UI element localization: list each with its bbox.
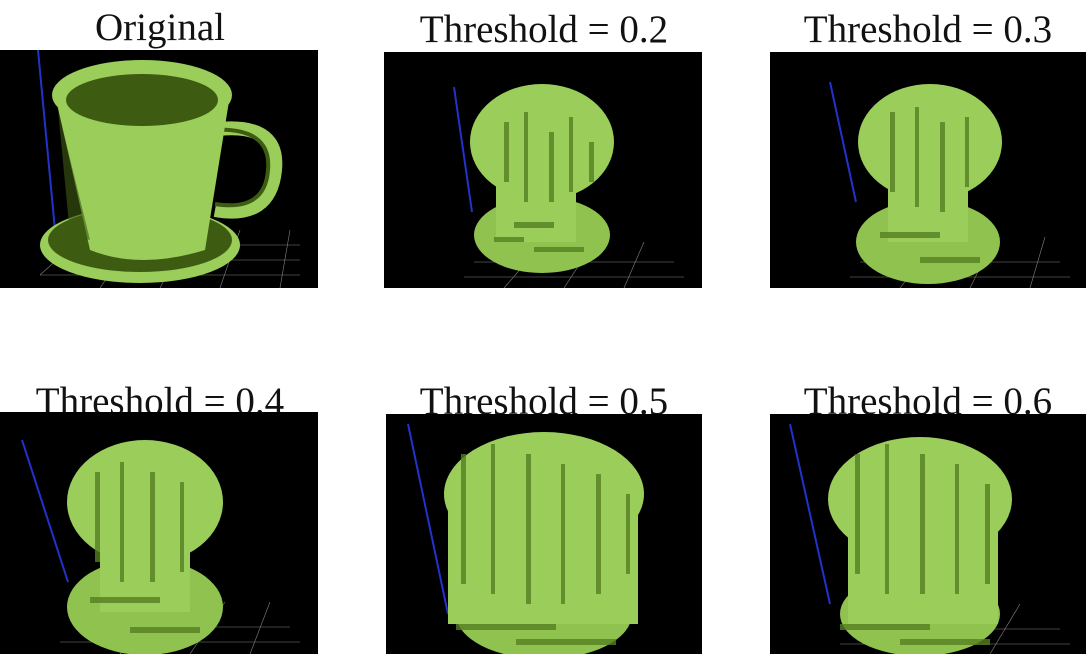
panel-threshold-0-5: Threshold = 0.5 <box>384 370 704 656</box>
voxel-render-threshold-0-5 <box>386 414 702 654</box>
panel-label: Threshold = 0.3 <box>768 10 1088 49</box>
voxel-render-threshold-0-2 <box>384 52 702 288</box>
panel-label: Threshold = 0.2 <box>384 10 704 49</box>
voxel-render-threshold-0-6 <box>770 414 1086 654</box>
panel-label: Original <box>0 8 320 47</box>
voxel-render-threshold-0-4 <box>0 412 318 654</box>
voxel-render-original <box>0 50 318 288</box>
panel-threshold-0-3: Threshold = 0.3 <box>768 0 1088 290</box>
voxel-render-threshold-0-3 <box>770 52 1086 288</box>
panel-threshold-0-4: Threshold = 0.4 <box>0 370 320 656</box>
panel-threshold-0-6: Threshold = 0.6 <box>768 370 1088 656</box>
panel-original: Original <box>0 0 320 290</box>
panel-threshold-0-2: Threshold = 0.2 <box>384 0 704 290</box>
